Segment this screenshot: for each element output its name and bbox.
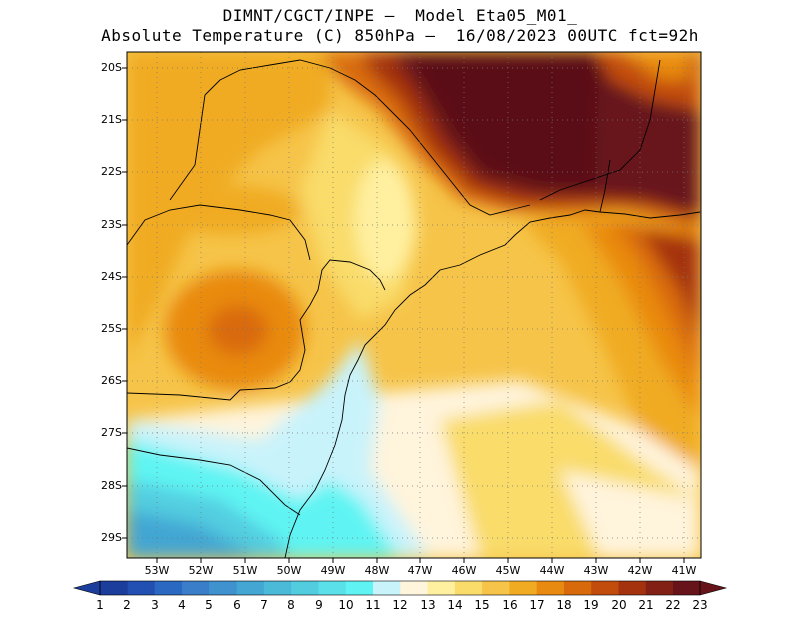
colorbar-segment [318,581,346,595]
colorbar-tip-right [699,580,728,596]
lon-label-45w: 45W [495,564,521,577]
colorbar-segment [127,581,155,595]
colorbar-label: 3 [151,598,159,612]
colorbar-frame [99,580,701,596]
colorbar-segment [290,581,319,595]
colorbar-segment [481,581,510,595]
lat-label-28s: 28S [101,479,122,492]
gridlines [127,52,701,558]
colorbar [72,580,728,596]
lat-label-24s: 24S [101,270,122,283]
lon-label-52w: 52W [188,564,214,577]
lat-label-23s: 23S [101,218,122,231]
lat-label-22s: 22S [101,165,122,178]
lat-label-20s: 20S [101,61,122,74]
colorbar-label: 21 [638,598,654,612]
colorbar-label: 15 [474,598,490,612]
lon-label-50w: 50W [276,564,302,577]
lat-label-27s: 27S [101,426,122,439]
lon-label-41w: 41W [671,564,697,577]
colorbar-segment [536,581,564,595]
colorbar-segment [590,581,619,595]
lon-label-46w: 46W [451,564,477,577]
colorbar-label: 10 [338,598,354,612]
lon-label-44w: 44W [539,564,565,577]
lat-label-21s: 21S [101,113,122,126]
colorbar-label: 1 [96,598,104,612]
colorbar-label: 5 [205,598,213,612]
colorbar-segment [427,581,455,595]
colorbar-label: 13 [420,598,436,612]
lon-label-49w: 49W [320,564,346,577]
colorbar-segment [154,581,183,595]
colorbar-label: 14 [447,598,463,612]
colorbar-label: 22 [665,598,681,612]
colorbar-segment [209,581,237,595]
colorbar-label: 6 [233,598,241,612]
colorbar-segment [236,581,264,595]
colorbar-segment [345,581,374,595]
colorbar-segment [181,581,210,595]
colorbar-label: 11 [365,598,381,612]
colorbar-segment [100,581,128,595]
chart-title-line2: Absolute Temperature (C) 850hPa — 16/08/… [101,26,699,45]
colorbar-label: 9 [315,598,323,612]
colorbar-segment [618,581,646,595]
colorbar-segment [454,581,483,595]
colorbar-label: 12 [392,598,408,612]
lat-label-26s: 26S [101,374,122,387]
colorbar-segment [400,581,428,595]
colorbar-label: 8 [287,598,295,612]
colorbar-segment [672,581,701,595]
colorbar-segment [563,581,592,595]
lon-label-48w: 48W [364,564,390,577]
lon-label-53w: 53W [144,564,170,577]
colorbar-segment [645,581,674,595]
colorbar-label: 16 [502,598,518,612]
colorbar-label: 23 [692,598,708,612]
lon-label-51w: 51W [232,564,258,577]
colorbar-label: 4 [178,598,186,612]
colorbar-label: 18 [556,598,572,612]
map-frame [126,51,702,559]
lon-label-42w: 42W [627,564,653,577]
colorbar-label: 7 [260,598,268,612]
lat-label-25s: 25S [101,322,122,335]
colorbar-label: 2 [123,598,131,612]
axis-ticks [122,67,685,563]
chart-title-line1: DIMNT/CGCT/INPE — Model Eta05_M01_ [222,6,578,25]
colorbar-tip-left [72,580,101,596]
colorbar-segment [509,581,537,595]
colorbar-label: 19 [583,598,599,612]
temperature-field [127,52,701,558]
lon-label-47w: 47W [407,564,433,577]
colorbar-label: 20 [611,598,627,612]
lon-label-43w: 43W [583,564,609,577]
colorbar-segment [372,581,401,595]
colorbar-segment [263,581,292,595]
coastline-and-borders [127,59,701,558]
colorbar-label: 17 [529,598,545,612]
lat-label-29s: 29S [101,531,122,544]
